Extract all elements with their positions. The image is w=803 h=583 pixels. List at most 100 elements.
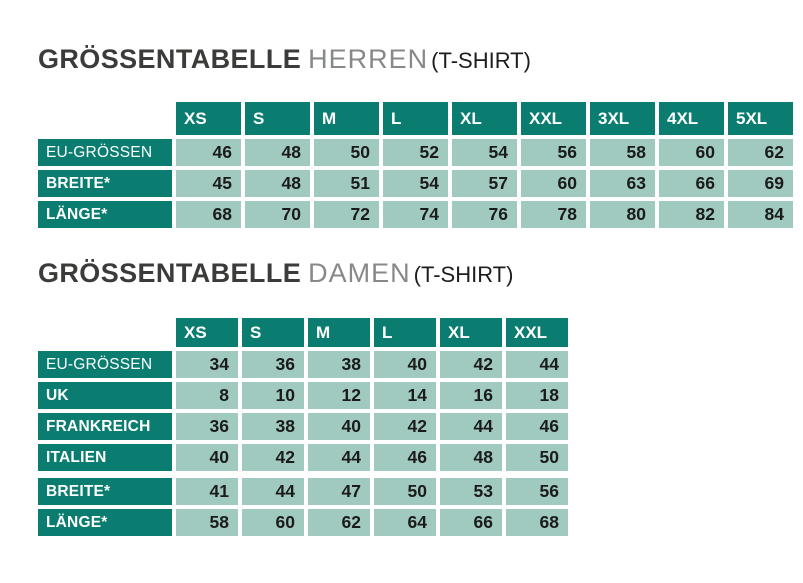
size-value: 46: [506, 413, 568, 440]
size-value: 44: [506, 351, 568, 378]
row-label-länge: LÄNGE*: [38, 509, 172, 536]
column-header-xs: XS: [176, 318, 238, 347]
size-value: 18: [506, 382, 568, 409]
size-value: 64: [374, 509, 436, 536]
column-header-l: L: [374, 318, 436, 347]
size-value: 70: [245, 201, 310, 228]
column-header-3xl: 3XL: [590, 102, 655, 135]
size-value: 42: [374, 413, 436, 440]
row-label-eu-grössen: EU-GRÖSSEN: [38, 351, 172, 378]
table-row-eu-grössen: EU-GRÖSSEN 34 36 38 40 42 44: [38, 351, 803, 378]
size-value: 78: [521, 201, 586, 228]
header-row: XS S M L XL XXL: [38, 318, 803, 347]
herren-table-title: GRÖSSENTABELLE HERREN (T-SHIRT): [38, 44, 803, 76]
table-row-frankreich: FRANKREICH 36 38 40 42 44 46: [38, 413, 803, 440]
size-value: 56: [506, 478, 568, 505]
size-value: 10: [242, 382, 304, 409]
size-value: 54: [452, 139, 517, 166]
size-value: 57: [452, 170, 517, 197]
size-value: 46: [374, 444, 436, 471]
column-header-xl: XL: [440, 318, 502, 347]
size-value: 72: [314, 201, 379, 228]
size-value: 68: [506, 509, 568, 536]
size-value: 58: [176, 509, 238, 536]
table-row-länge: LÄNGE* 58 60 62 64 66 68: [38, 509, 803, 536]
table-row-breite: BREITE* 45 48 51 54 57 60 63 66 69: [38, 170, 803, 197]
damen-table-title: GRÖSSENTABELLE DAMEN (T-SHIRT): [38, 258, 803, 290]
table-row-länge: LÄNGE* 68 70 72 74 76 78 80 82 84: [38, 201, 803, 228]
size-value: 56: [521, 139, 586, 166]
damen-size-table: XS S M L XL XXL EU-GRÖSSEN 34 36 38 40 42 44 UK 8 10 12 1…: [38, 318, 803, 536]
header-row: XS S M L XL XXL 3XL 4XL 5XL: [38, 102, 803, 135]
size-value: 8: [176, 382, 238, 409]
size-value: 40: [374, 351, 436, 378]
title-paren: (T-SHIRT): [413, 262, 514, 287]
size-value: 60: [521, 170, 586, 197]
table-row-eu-grössen: EU-GRÖSSEN 46 48 50 52 54 56 58 60 62: [38, 139, 803, 166]
size-value: 38: [308, 351, 370, 378]
column-header-xxl: XXL: [506, 318, 568, 347]
size-value: 54: [383, 170, 448, 197]
title-main: GRÖSSENTABELLE: [38, 258, 302, 288]
column-header-m: M: [308, 318, 370, 347]
size-value: 40: [308, 413, 370, 440]
table-row-italien: ITALIEN 40 42 44 46 48 50: [38, 444, 803, 471]
row-label-eu-grössen: EU-GRÖSSEN: [38, 139, 172, 166]
size-value: 48: [245, 170, 310, 197]
size-value: 38: [242, 413, 304, 440]
size-value: 41: [176, 478, 238, 505]
size-value: 66: [659, 170, 724, 197]
size-value: 50: [314, 139, 379, 166]
size-value: 62: [308, 509, 370, 536]
size-value: 60: [242, 509, 304, 536]
size-value: 48: [245, 139, 310, 166]
column-header-m: M: [314, 102, 379, 135]
title-sub: HERREN: [308, 44, 429, 74]
size-value: 36: [242, 351, 304, 378]
size-value: 44: [440, 413, 502, 440]
size-value: 44: [242, 478, 304, 505]
column-header-xxl: XXL: [521, 102, 586, 135]
size-value: 53: [440, 478, 502, 505]
column-header-xs: XS: [176, 102, 241, 135]
size-value: 42: [242, 444, 304, 471]
table-row-breite: BREITE* 41 44 47 50 53 56: [38, 478, 803, 505]
size-value: 48: [440, 444, 502, 471]
size-value: 12: [308, 382, 370, 409]
size-value: 36: [176, 413, 238, 440]
row-label-breite: BREITE*: [38, 170, 172, 197]
size-value: 45: [176, 170, 241, 197]
size-value: 76: [452, 201, 517, 228]
row-label-italien: ITALIEN: [38, 444, 172, 471]
row-label-uk: UK: [38, 382, 172, 409]
size-value: 52: [383, 139, 448, 166]
row-label-frankreich: FRANKREICH: [38, 413, 172, 440]
size-value: 14: [374, 382, 436, 409]
size-value: 47: [308, 478, 370, 505]
size-value: 62: [728, 139, 793, 166]
size-value: 50: [374, 478, 436, 505]
size-value: 50: [506, 444, 568, 471]
size-value: 44: [308, 444, 370, 471]
size-value: 84: [728, 201, 793, 228]
size-value: 60: [659, 139, 724, 166]
table-row-uk: UK 8 10 12 14 16 18: [38, 382, 803, 409]
corner-cell: [38, 102, 172, 135]
size-value: 66: [440, 509, 502, 536]
column-header-4xl: 4XL: [659, 102, 724, 135]
row-label-länge: LÄNGE*: [38, 201, 172, 228]
size-value: 58: [590, 139, 655, 166]
size-value: 80: [590, 201, 655, 228]
size-value: 16: [440, 382, 502, 409]
size-value: 74: [383, 201, 448, 228]
size-value: 63: [590, 170, 655, 197]
column-header-s: S: [245, 102, 310, 135]
size-value: 40: [176, 444, 238, 471]
size-value: 51: [314, 170, 379, 197]
title-paren: (T-SHIRT): [431, 48, 531, 73]
column-header-5xl: 5XL: [728, 102, 793, 135]
size-value: 69: [728, 170, 793, 197]
column-header-l: L: [383, 102, 448, 135]
column-header-xl: XL: [452, 102, 517, 135]
